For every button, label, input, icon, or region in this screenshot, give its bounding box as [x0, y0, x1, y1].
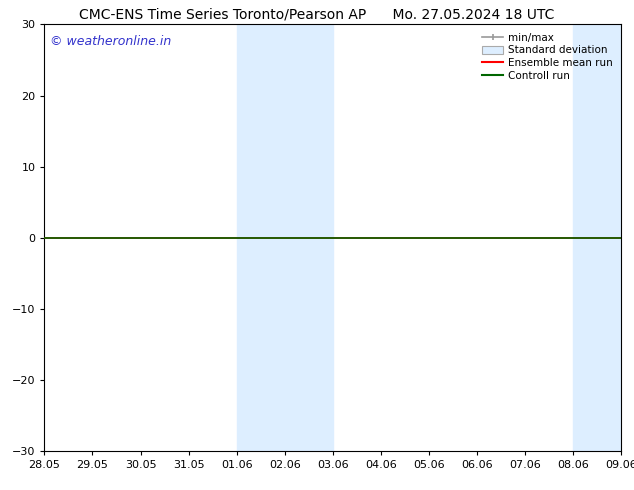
- Legend: min/max, Standard deviation, Ensemble mean run, Controll run: min/max, Standard deviation, Ensemble me…: [479, 30, 616, 84]
- Bar: [236, 24, 333, 451]
- Text: CMC-ENS Time Series Toronto/Pearson AP      Mo. 27.05.2024 18 UTC: CMC-ENS Time Series Toronto/Pearson AP M…: [79, 7, 555, 22]
- Text: © weatheronline.in: © weatheronline.in: [50, 35, 171, 48]
- Bar: [573, 24, 621, 451]
